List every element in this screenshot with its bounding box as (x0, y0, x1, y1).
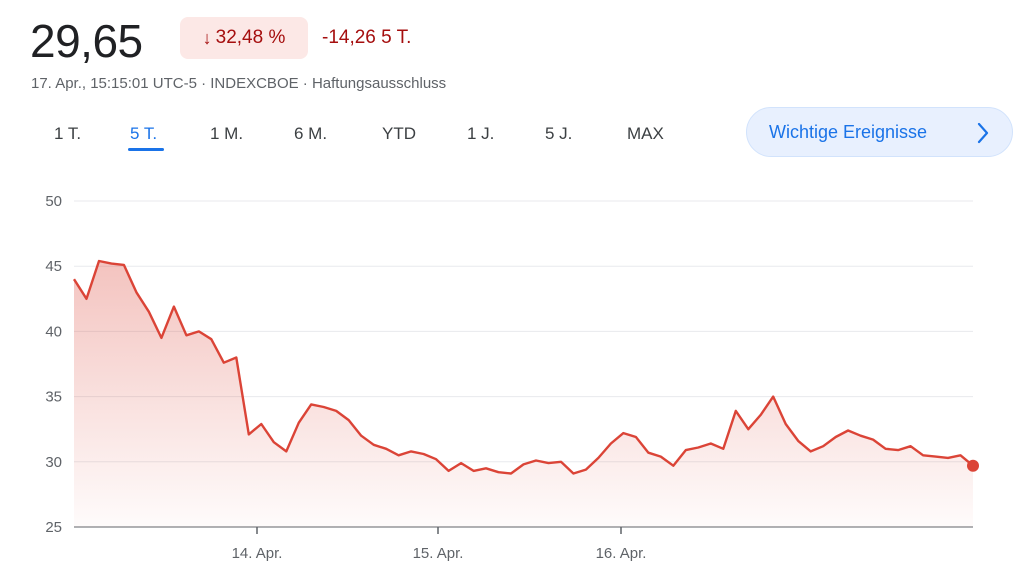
tab-max[interactable]: MAX (627, 124, 664, 143)
range-tabs: 1 T. 5 T. 1 M. 6 M. YTD 1 J. 5 J. MAX (0, 120, 720, 154)
y-tick-label: 50 (45, 193, 62, 210)
price-area-fill (74, 261, 973, 527)
tab-1-year[interactable]: 1 J. (467, 124, 495, 143)
last-price-marker (967, 459, 979, 472)
y-tick-label: 25 (45, 519, 62, 536)
x-tick-label: 15. Apr. (413, 545, 464, 562)
quote-meta-info: 17. Apr., 15:15:01 UTC-5 · INDEXCBOE · H… (31, 75, 447, 92)
current-price: 29,65 (30, 15, 143, 67)
x-axis-ticks: 14. Apr. 15. Apr. 16. Apr. (232, 527, 647, 562)
tab-1-day[interactable]: 1 T. (54, 124, 82, 143)
active-tab-indicator (128, 148, 164, 151)
y-tick-label: 40 (45, 323, 62, 340)
tab-ytd[interactable]: YTD (382, 124, 416, 143)
price-series-line (72, 259, 974, 475)
tab-5-years[interactable]: 5 J. (545, 124, 573, 143)
y-axis-ticks: 50 45 40 35 30 25 (45, 193, 62, 536)
tab-6-months[interactable]: 6 M. (294, 124, 328, 143)
arrow-down-icon: ↓ (202, 27, 212, 48)
tab-5-days[interactable]: 5 T. (130, 124, 158, 143)
percent-change-badge: ↓ 32,48 % (180, 17, 308, 59)
tab-1-month[interactable]: 1 M. (210, 124, 244, 143)
y-tick-label: 35 (45, 389, 62, 406)
x-tick-label: 14. Apr. (232, 545, 283, 562)
absolute-change: -14,26 5 T. (322, 27, 412, 48)
key-events-label: Wichtige Ereignisse (769, 121, 928, 142)
percent-change-value: 32,48 % (215, 27, 286, 48)
key-events-button[interactable]: Wichtige Ereignisse (746, 107, 1013, 157)
x-tick-label: 16. Apr. (596, 545, 647, 562)
chevron-right-icon (977, 122, 989, 144)
y-tick-label: 45 (45, 258, 62, 275)
y-tick-label: 30 (45, 454, 62, 471)
